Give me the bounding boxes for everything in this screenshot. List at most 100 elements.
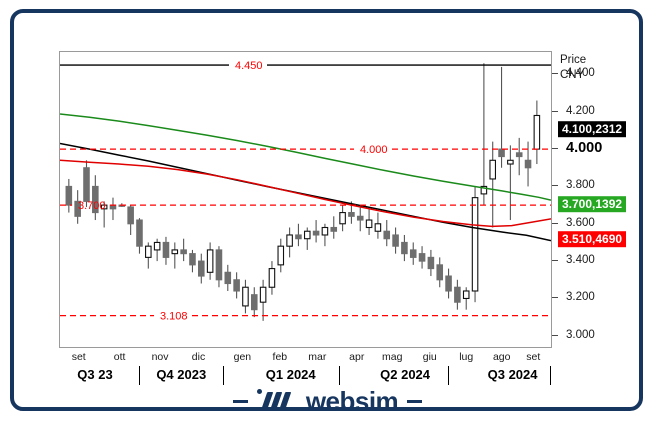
candle-down bbox=[498, 148, 505, 158]
candle-up bbox=[462, 290, 470, 300]
candle-down bbox=[65, 185, 73, 206]
candle-up bbox=[471, 197, 479, 292]
candle-down bbox=[83, 167, 90, 202]
price-tick-label: 4.200 bbox=[566, 104, 595, 117]
price-badge-support-level: 3.700,1392 bbox=[558, 196, 627, 212]
price-tick bbox=[552, 222, 558, 224]
quarter-label: Q1 2024 bbox=[265, 367, 316, 382]
price-tick-label-highlight: 4.000 bbox=[566, 140, 603, 157]
month-label: apr bbox=[349, 351, 365, 363]
month-label: giu bbox=[422, 351, 437, 363]
month-label: set bbox=[526, 351, 541, 363]
price-badge-stop-level: 3.510,4690 bbox=[558, 231, 627, 248]
price-axis-title: Price bbox=[560, 54, 587, 66]
candle-down bbox=[312, 230, 320, 236]
candle-down bbox=[180, 249, 187, 255]
time-axis[interactable]: set ott nov dic gen feb mar apr mag giu lug ago set Q… bbox=[59, 349, 552, 391]
candle-down bbox=[515, 152, 523, 158]
candle-down bbox=[427, 256, 435, 270]
candlestick-plot-area[interactable]: 4.450 4.000 3.700 3.108 bbox=[59, 51, 552, 348]
quarter-separator bbox=[139, 366, 141, 385]
month-label: lug bbox=[459, 351, 474, 363]
quarter-label: Q2 2024 bbox=[380, 367, 431, 382]
candle-series bbox=[65, 63, 541, 321]
candle-down bbox=[198, 260, 205, 277]
candle-down bbox=[356, 215, 364, 221]
logo-dot-icon bbox=[256, 389, 262, 394]
price-axis-currency: CNY bbox=[560, 69, 585, 81]
price-tick bbox=[552, 334, 558, 336]
price-tick-label: 4.400 bbox=[566, 67, 595, 80]
price-tick-label: 3.200 bbox=[566, 291, 595, 304]
price-axis[interactable]: Price CNY 4.400 4.200 4.000 3.800 3.600 3.400 3.… bbox=[552, 51, 652, 348]
candle-up bbox=[259, 286, 267, 303]
annotation-label: 4.000 bbox=[360, 144, 388, 156]
candle-up bbox=[480, 185, 488, 195]
quarter-label: Q3 23 bbox=[77, 367, 113, 382]
candle-down bbox=[401, 241, 408, 255]
price-tick bbox=[552, 185, 558, 187]
candle-up bbox=[145, 245, 152, 258]
annotation-label: 3.108 bbox=[160, 311, 188, 323]
month-label: gen bbox=[233, 351, 252, 363]
annotation-label: 4.450 bbox=[235, 60, 263, 72]
candle-up bbox=[100, 204, 108, 210]
candle-down bbox=[418, 253, 426, 262]
month-label: set bbox=[71, 351, 86, 363]
price-tick bbox=[552, 110, 558, 112]
candle-down bbox=[215, 249, 223, 281]
logo-dash-left bbox=[232, 399, 248, 403]
price-tick bbox=[552, 260, 558, 262]
candle-up bbox=[533, 114, 541, 150]
candle-up bbox=[242, 286, 249, 307]
candle-down bbox=[74, 200, 81, 217]
candle-up bbox=[206, 249, 214, 273]
candle-up bbox=[171, 249, 179, 255]
price-tick-label: 3.800 bbox=[566, 179, 595, 192]
month-label: ago bbox=[492, 351, 511, 363]
quarter-separator bbox=[223, 366, 225, 385]
price-tick bbox=[552, 297, 558, 299]
candle-up bbox=[374, 223, 382, 232]
price-tick-label: 3.600 bbox=[566, 216, 595, 229]
logo-dash-right bbox=[407, 399, 423, 403]
quarter-label: Q3 2024 bbox=[487, 367, 538, 382]
candle-down bbox=[348, 212, 355, 217]
quarter-separator bbox=[549, 366, 551, 385]
websim-logo: websim bbox=[0, 384, 655, 418]
month-label: nov bbox=[151, 351, 169, 363]
candle-up bbox=[321, 226, 329, 236]
logo-text: websim bbox=[305, 385, 399, 416]
candle-down bbox=[127, 206, 134, 225]
candle-up bbox=[153, 241, 161, 251]
quarter-separator bbox=[448, 366, 450, 385]
month-label: feb bbox=[272, 351, 288, 363]
annotation-label: 3.700 bbox=[78, 200, 106, 212]
quarter-label: Q4 2023 bbox=[156, 367, 207, 382]
quarter-separator bbox=[338, 366, 340, 385]
price-tick bbox=[552, 73, 558, 75]
candle-up bbox=[339, 212, 346, 225]
candle-up bbox=[268, 268, 276, 288]
ma-long-line bbox=[60, 113, 551, 201]
price-tick-label: 3.000 bbox=[566, 328, 595, 341]
candle-down bbox=[224, 271, 232, 285]
candle-down bbox=[383, 230, 391, 240]
candle-down bbox=[136, 219, 143, 247]
candle-up bbox=[489, 159, 497, 180]
candle-down bbox=[392, 234, 399, 247]
candle-down bbox=[436, 264, 444, 281]
candle-down bbox=[524, 159, 532, 169]
month-label: dic bbox=[191, 351, 206, 363]
candle-up bbox=[277, 245, 285, 266]
plot-svg: 4.450 4.000 3.700 3.108 bbox=[60, 60, 551, 323]
candle-down bbox=[92, 185, 99, 214]
candle-down bbox=[295, 234, 302, 240]
logo-mark-icon bbox=[256, 388, 297, 414]
month-label: mag bbox=[382, 351, 403, 363]
candle-down bbox=[445, 275, 452, 292]
month-label: ott bbox=[113, 351, 126, 363]
candle-down bbox=[454, 286, 461, 303]
chart-frame: 4.450 4.000 3.700 3.108 Price CNY 4.400 4.200 4… bbox=[10, 9, 643, 411]
